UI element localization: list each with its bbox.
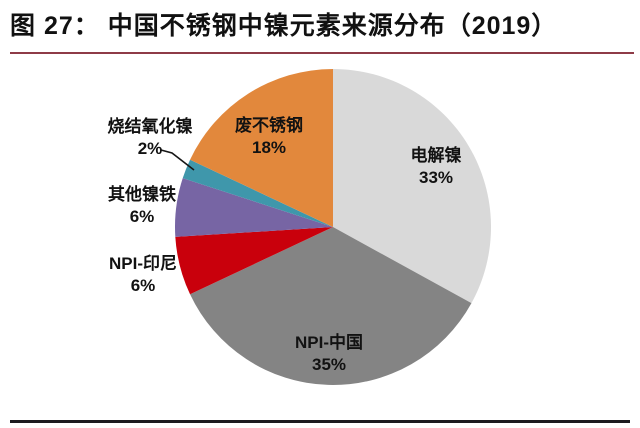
pie-slice-scrap-stainless-steel bbox=[190, 69, 333, 227]
slice-label-electrolytic-nickel: 电解镍 33% bbox=[411, 145, 462, 189]
slice-label-value: 18% bbox=[251, 138, 287, 157]
slice-label-name: 烧结氧化镍 bbox=[107, 117, 193, 136]
pie-slice-npi-china bbox=[190, 227, 472, 386]
slice-label-name: NPI-印尼 bbox=[109, 254, 177, 273]
slice-label-name: NPI-中国 bbox=[295, 333, 363, 352]
pie-slices bbox=[174, 69, 492, 386]
slice-label-name: 废不锈钢 bbox=[235, 116, 303, 135]
pie-slice-sintered-nickel-oxide bbox=[182, 159, 333, 227]
pie-slice-electrolytic-nickel bbox=[333, 69, 492, 304]
pie-slice-npi-indonesia bbox=[175, 227, 333, 295]
slice-label-npi-indonesia: NPI-印尼 6% bbox=[109, 253, 177, 297]
bottom-divider bbox=[10, 420, 630, 423]
pie-slice-other-ferronickel bbox=[174, 178, 333, 237]
slice-label-npi-china: NPI-中国 35% bbox=[295, 332, 363, 376]
slice-label-value: 6% bbox=[130, 276, 156, 295]
slice-label-scrap-stainless-steel: 废不锈钢 18% bbox=[235, 115, 303, 159]
figure-title: 图 27： 中国不锈钢中镍元素来源分布（2019） bbox=[10, 12, 558, 40]
slice-label-value: 2% bbox=[137, 139, 163, 158]
slice-label-sintered-nickel-oxide: 烧结氧化镍 2% bbox=[108, 116, 193, 160]
slice-label-value: 33% bbox=[418, 168, 454, 187]
title-divider bbox=[10, 52, 634, 54]
slice-label-name: 其他镍铁 bbox=[108, 185, 176, 204]
leader-line-sintered-nickel-oxide bbox=[160, 149, 195, 171]
slice-label-value: 35% bbox=[311, 355, 347, 374]
slice-label-name: 电解镍 bbox=[410, 146, 462, 165]
slice-label-value: 6% bbox=[129, 207, 155, 226]
slice-label-other-ferronickel: 其他镍铁 6% bbox=[108, 184, 176, 228]
